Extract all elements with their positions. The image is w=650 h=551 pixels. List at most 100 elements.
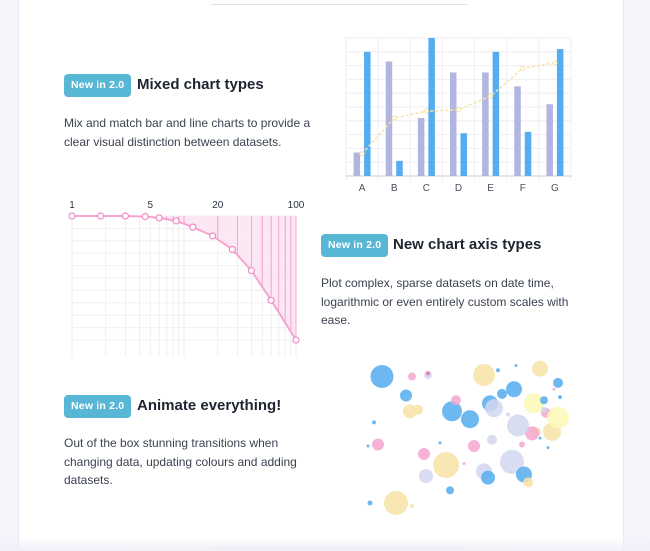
bubble bbox=[413, 404, 423, 415]
x-tick-label: 20 bbox=[212, 200, 224, 211]
bubble bbox=[372, 438, 384, 451]
bubble bbox=[497, 388, 507, 399]
bar bbox=[524, 131, 532, 176]
new-in-badge: New in 2.0 bbox=[64, 395, 132, 418]
bubble bbox=[462, 461, 466, 465]
feature-description: Out of the box stunning transitions when… bbox=[64, 436, 297, 487]
bubble bbox=[540, 396, 548, 405]
log-axis-line-chart: 1 5 20 100 bbox=[68, 200, 305, 356]
bubble bbox=[523, 477, 533, 488]
bubble bbox=[496, 368, 500, 373]
line-point bbox=[267, 296, 275, 304]
line-point bbox=[423, 108, 429, 114]
x-tick-label: D bbox=[455, 183, 462, 194]
line-point bbox=[292, 336, 300, 344]
bar bbox=[492, 51, 500, 176]
bubble bbox=[546, 446, 550, 450]
line-point bbox=[155, 214, 163, 222]
x-tick-label: B bbox=[391, 183, 398, 194]
line-point bbox=[96, 212, 105, 220]
x-tick-label: C bbox=[423, 183, 430, 194]
bubble bbox=[487, 434, 497, 445]
bubble bbox=[538, 436, 542, 440]
line-point bbox=[391, 115, 397, 121]
feature-description: Plot complex, sparse datasets on date ti… bbox=[321, 276, 569, 327]
bubble bbox=[558, 395, 562, 400]
bubble bbox=[468, 440, 480, 453]
bar bbox=[514, 86, 521, 176]
bubble bbox=[485, 399, 503, 418]
bar bbox=[428, 38, 435, 176]
bubble bbox=[473, 363, 495, 386]
mixed-bar-line-chart: A B C D E F G bbox=[345, 37, 572, 194]
feature-title: Animate everything! bbox=[137, 397, 282, 414]
bar bbox=[450, 72, 457, 176]
bubble bbox=[370, 365, 394, 389]
line-point bbox=[552, 60, 558, 66]
line-point bbox=[208, 232, 217, 240]
bubble bbox=[553, 377, 563, 388]
x-tick-label: G bbox=[551, 183, 559, 194]
bar bbox=[546, 104, 553, 176]
feature-title: New chart axis types bbox=[393, 236, 542, 253]
line-point bbox=[228, 245, 236, 254]
line-point bbox=[247, 266, 256, 275]
bubble bbox=[547, 406, 569, 429]
bubble bbox=[419, 469, 433, 484]
bar bbox=[556, 49, 564, 176]
bubble bbox=[446, 486, 454, 495]
bubble bbox=[366, 444, 370, 448]
line-point bbox=[520, 65, 526, 71]
line-series bbox=[72, 215, 297, 341]
bubble bbox=[426, 371, 430, 376]
line-point bbox=[488, 93, 494, 99]
bubble bbox=[451, 395, 461, 406]
bar bbox=[353, 152, 361, 176]
bar bbox=[417, 118, 425, 176]
bubble bbox=[438, 441, 442, 445]
bubble bbox=[514, 363, 518, 367]
bubble bbox=[506, 412, 510, 417]
bubble bbox=[506, 381, 522, 398]
line-point bbox=[189, 223, 197, 231]
bubble bbox=[372, 420, 376, 425]
x-tick-label: F bbox=[520, 183, 526, 194]
x-tick-label: A bbox=[359, 183, 366, 194]
line-point bbox=[141, 213, 149, 221]
bubble bbox=[461, 410, 479, 429]
line-point bbox=[456, 107, 461, 113]
bubble bbox=[519, 441, 525, 448]
top-divider bbox=[211, 4, 467, 5]
bubble bbox=[507, 414, 529, 437]
area-fill bbox=[72, 216, 296, 340]
bubble bbox=[410, 504, 414, 509]
bubble bbox=[418, 447, 430, 460]
bubble bbox=[433, 452, 459, 479]
animated-bubble-chart bbox=[366, 360, 569, 515]
new-in-badge: New in 2.0 bbox=[321, 234, 389, 257]
bar bbox=[396, 160, 403, 176]
line-point bbox=[172, 217, 180, 225]
x-tick-label: 1 bbox=[69, 200, 75, 211]
bubble bbox=[541, 406, 547, 413]
bottom-fade bbox=[0, 537, 650, 551]
line-point bbox=[68, 212, 76, 220]
bar bbox=[460, 133, 467, 176]
bar bbox=[482, 72, 489, 176]
line-point bbox=[121, 212, 130, 220]
bubble bbox=[384, 490, 408, 515]
bubble bbox=[481, 470, 495, 485]
bubble bbox=[524, 393, 544, 414]
bubble bbox=[532, 360, 548, 377]
feature-title: Mixed chart types bbox=[137, 76, 264, 93]
bar bbox=[385, 61, 393, 176]
bubble bbox=[367, 500, 373, 506]
bar bbox=[364, 51, 371, 176]
bubble bbox=[552, 387, 556, 391]
bubble bbox=[408, 372, 416, 381]
bubble bbox=[400, 389, 412, 402]
x-tick-label: E bbox=[487, 183, 494, 194]
bubble bbox=[525, 426, 539, 441]
bubble bbox=[500, 449, 524, 474]
x-tick-label: 5 bbox=[148, 200, 154, 211]
